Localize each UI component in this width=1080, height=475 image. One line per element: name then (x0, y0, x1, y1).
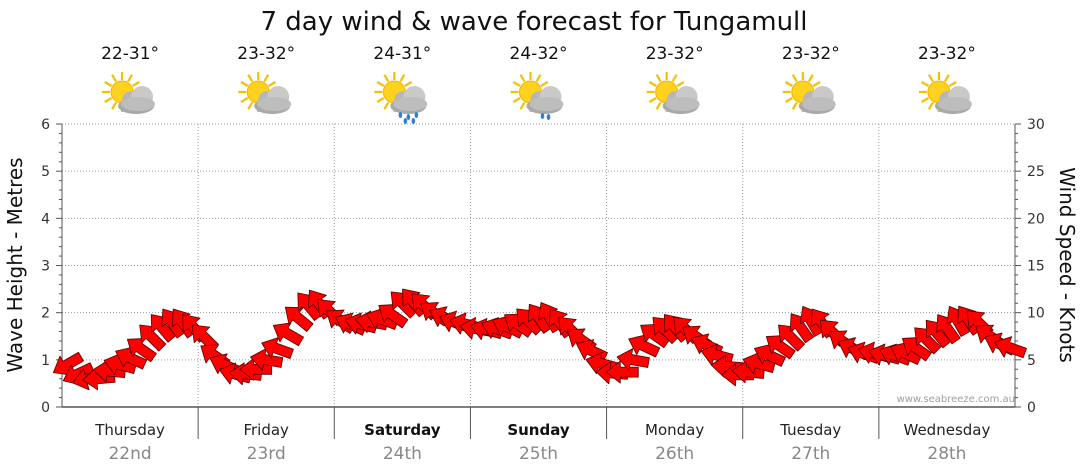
day-temperature: 23-32° (918, 44, 976, 64)
left-tick-label: 6 (41, 117, 50, 133)
day-temperature: 24-32° (510, 44, 568, 64)
wind-arrow (616, 348, 650, 371)
day-name-label: Saturday (364, 421, 441, 439)
day-date-label: 24th (383, 444, 422, 464)
wind-arrow (378, 304, 409, 329)
wind-arrow (753, 343, 786, 367)
right-tick-label: 5 (1027, 353, 1036, 369)
grid (62, 123, 1015, 407)
day-date-label: 27th (791, 444, 830, 464)
left-axis-label: Wave Height - Metres (3, 157, 27, 372)
day-temperature: 24-31° (373, 44, 431, 64)
wind-arrow (765, 335, 796, 360)
showers-icon (510, 72, 564, 120)
wind-arrow (936, 314, 961, 345)
day-name-label: Monday (645, 421, 704, 439)
partly-cloudy-icon (238, 72, 292, 114)
day-temperature: 23-32° (782, 44, 840, 64)
axes: 0 1 2 3 4 5 6 0 5 10 15 20 25 30 (41, 117, 1045, 439)
right-tick-label: 15 (1027, 259, 1045, 275)
day-name-label: Friday (243, 421, 289, 439)
wind-arrow (284, 306, 314, 332)
wind-arrow (605, 360, 639, 384)
wind-arrow (261, 337, 294, 360)
left-tick-label: 5 (41, 164, 50, 180)
day-temperature: 22-31° (101, 44, 159, 64)
day-date-label: 22nd (108, 444, 151, 464)
day-date-label: 26th (655, 444, 694, 464)
watermark: www.seabreeze.com.au (897, 394, 1015, 405)
wind-arrow (250, 348, 284, 371)
day-temperature: 23-32° (237, 44, 295, 64)
day-temperature: 23-32° (646, 44, 704, 64)
wind-arrow (272, 322, 304, 347)
day-name-label: Wednesday (904, 421, 991, 439)
left-tick-label: 4 (41, 211, 50, 227)
rain-icon (374, 72, 428, 124)
partly-cloudy-icon (782, 72, 836, 114)
wind-arrow (126, 337, 157, 363)
day-name-label: Thursday (94, 421, 165, 439)
partly-cloudy-icon (102, 72, 156, 114)
partly-cloudy-icon (646, 72, 700, 114)
wind-arrow-series (52, 288, 1027, 391)
right-tick-label: 10 (1027, 306, 1045, 322)
day-name-label: Sunday (507, 421, 570, 439)
wind-arrow (789, 313, 814, 344)
day-name-label: Tuesday (779, 421, 841, 439)
left-tick-label: 0 (41, 400, 50, 416)
day-labels: Thursday 22nd Friday 23rd Saturday 24th Sunday… (94, 421, 990, 464)
day-date-label: 23rd (247, 444, 286, 464)
right-axis-label: Wind Speed - Knots (1055, 167, 1079, 363)
daily-weather-row: 22-31° 23-32° 24-31° 24-32° 23-32° 23-32° 23-3… (101, 44, 976, 124)
wind-arrow (778, 324, 806, 352)
day-date-label: 25th (519, 444, 558, 464)
wind-arrow (139, 324, 167, 352)
left-tick-label: 3 (41, 259, 50, 275)
wind-arrow (994, 336, 1027, 359)
right-tick-label: 25 (1027, 164, 1045, 180)
wind-arrow (115, 346, 148, 370)
right-tick-label: 30 (1027, 117, 1045, 133)
chart-title: 7 day wind & wave forecast for Tungamull (260, 7, 807, 37)
left-tick-label: 1 (41, 353, 50, 369)
wind-arrow (628, 334, 661, 358)
wind-arrow (914, 327, 942, 355)
wind-arrow (901, 337, 932, 362)
day-date-label: 28th (927, 444, 966, 464)
right-tick-label: 20 (1027, 211, 1045, 227)
wind-arrow (191, 324, 219, 352)
left-tick-label: 2 (41, 306, 50, 322)
right-tick-label: 0 (1027, 400, 1036, 416)
partly-cloudy-icon (918, 72, 972, 114)
